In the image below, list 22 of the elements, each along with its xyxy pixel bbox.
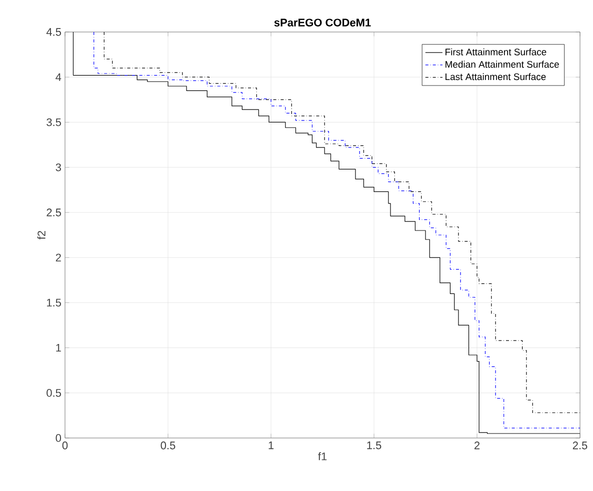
x-tick-label: 2.5 — [572, 442, 588, 450]
legend-label: Last Attainment Surface — [446, 73, 546, 80]
chart-title: sParEGO CODeM1 — [274, 18, 371, 26]
legend-label: Median Attainment Surface — [446, 60, 559, 68]
x-axis-title: f1 — [318, 452, 327, 460]
y-tick-label: 2.5 — [46, 208, 61, 216]
legend-label: First Attainment Surface — [446, 48, 546, 56]
y-tick-label: 4.5 — [46, 28, 61, 36]
y-tick-label: 3 — [56, 163, 61, 172]
x-tick-label: 0.5 — [160, 442, 176, 450]
y-axis-title: f2 — [37, 230, 46, 240]
y-tick-label: 2 — [56, 254, 61, 262]
y-tick-label: 0.5 — [46, 389, 61, 397]
y-tick-label: 1.5 — [47, 298, 61, 307]
y-tick-label: 0 — [56, 434, 62, 442]
x-tick-label: 1.5 — [367, 442, 382, 450]
y-tick-label: 4 — [56, 73, 62, 81]
x-tick-label: 1 — [268, 442, 274, 450]
y-tick-label: 1 — [56, 344, 61, 352]
y-tick-label: 3.5 — [46, 118, 61, 126]
x-tick-label: 0 — [62, 442, 68, 450]
x-tick-label: 2 — [474, 442, 480, 450]
